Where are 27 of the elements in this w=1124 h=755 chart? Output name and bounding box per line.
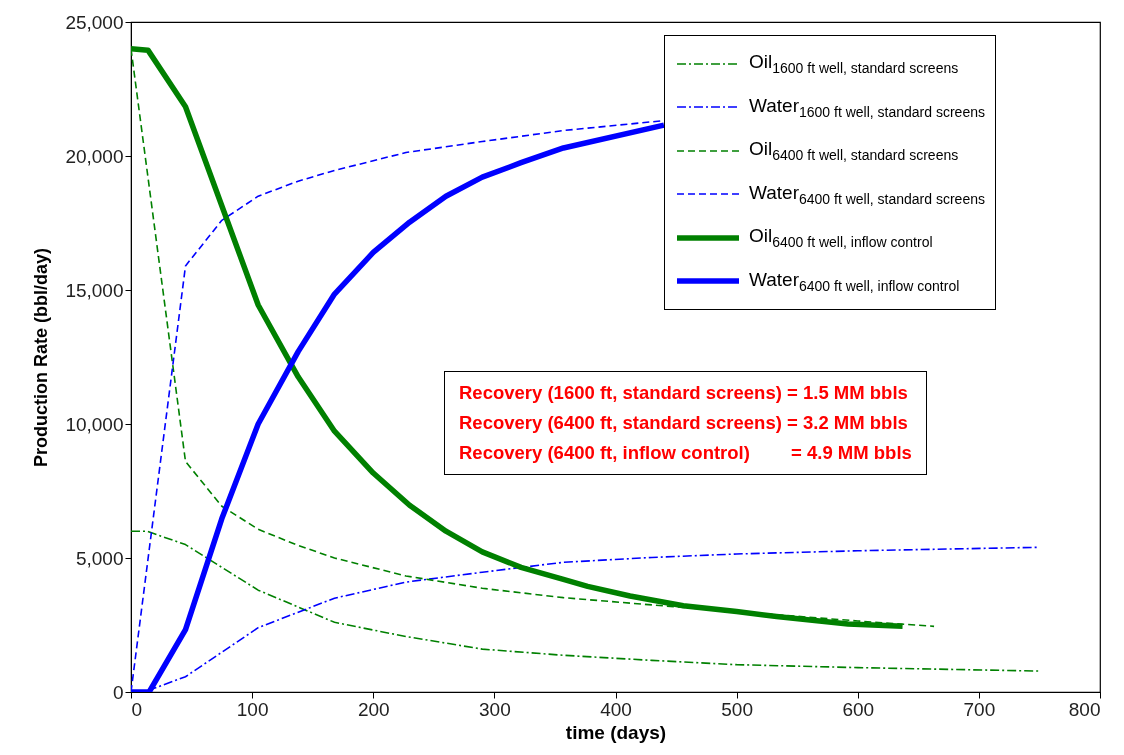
y-tick-label: 5,000 xyxy=(75,547,124,569)
legend-label: Oil$_{6400 ft well, inflow control}$ xyxy=(749,225,933,251)
x-tick-label: 100 xyxy=(236,698,269,720)
x-tick-label: 600 xyxy=(842,698,875,720)
y-tick-label: 0 xyxy=(112,681,124,703)
x-tick-label: 0 xyxy=(131,698,143,720)
annotation: Recovery (6400 ft, inflow control) = 4.9 MM bbls xyxy=(459,441,912,465)
legend-label: Oil$_{6400 ft well, standard screens}$ xyxy=(749,138,959,164)
x-tick-label: 200 xyxy=(357,698,390,720)
annotation: Recovery (6400 ft, standard screens) = 3.2 MM bbls xyxy=(459,411,909,435)
legend-label: Oil$_{1600 ft well, standard screens}$ xyxy=(749,51,959,77)
y-tick-label: 25,000 xyxy=(65,11,124,33)
x-tick-label: 300 xyxy=(479,698,511,720)
x-tick-label: 400 xyxy=(600,698,632,720)
y-tick-label: 20,000 xyxy=(65,145,124,167)
legend-label: Water$_{1600 ft well, standard screens}$ xyxy=(749,94,985,120)
annotation: Recovery (1600 ft, standard screens) = 1.5 MM bbls xyxy=(459,381,909,405)
legend-label: Water$_{6400 ft well, inflow control}$ xyxy=(749,268,960,294)
y-axis-title: Production Rate (bbl/day) xyxy=(31,247,52,468)
x-tick-label: 500 xyxy=(721,698,753,720)
x-axis-title: time (days) xyxy=(565,721,667,743)
y-tick-label: 15,000 xyxy=(65,279,124,301)
y-tick-label: 10,000 xyxy=(65,413,124,435)
x-tick-label: 700 xyxy=(963,698,996,720)
x-tick-label: 800 xyxy=(1068,698,1101,720)
legend-label: Water$_{6400 ft well, standard screens}$ xyxy=(749,181,985,207)
line-series xyxy=(131,530,1041,672)
